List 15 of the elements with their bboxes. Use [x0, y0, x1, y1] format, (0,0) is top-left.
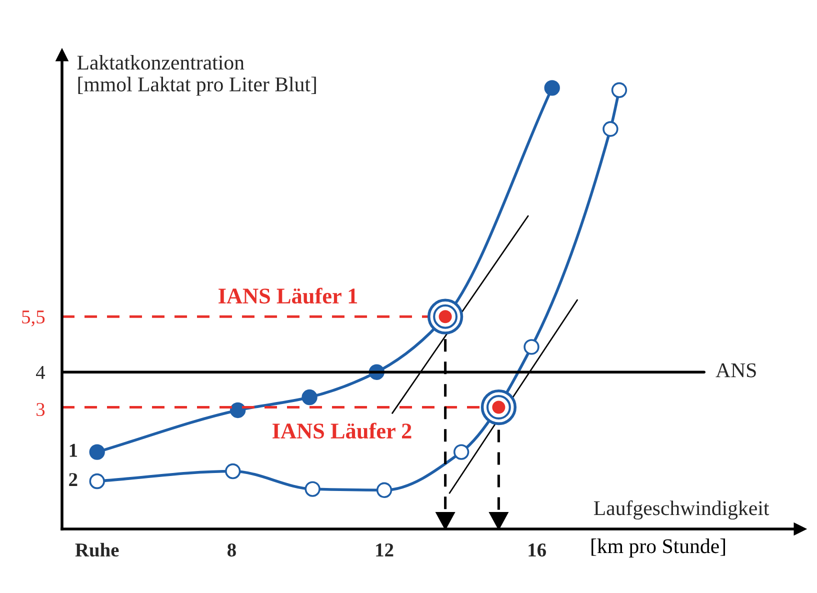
y-tick-label: 4 — [36, 366, 46, 379]
x-tick-label: 8 — [228, 543, 236, 557]
annotation: IANS Läufer 1 — [218, 288, 358, 304]
y-axis-title: Laktatkonzentration [mmol Laktat pro Liter Blut] — [77, 55, 316, 96]
x-axis-title: Laufgeschwindigkeit — [594, 500, 770, 520]
series-label: 1 — [70, 444, 78, 457]
series-label: 2 — [69, 473, 78, 486]
annotation: IANS Läufer 2 — [272, 422, 412, 439]
ref-line-label: ANS — [716, 363, 756, 378]
text: [km pro Stunde] — [592, 538, 726, 558]
x-tick-label: 12 — [376, 544, 394, 556]
y-tick-label: 3 — [36, 402, 45, 416]
x-tick-label: Ruhe — [75, 542, 119, 557]
y-tick-label: 5,5 — [22, 310, 45, 326]
x-tick-label: 16 — [528, 544, 546, 557]
